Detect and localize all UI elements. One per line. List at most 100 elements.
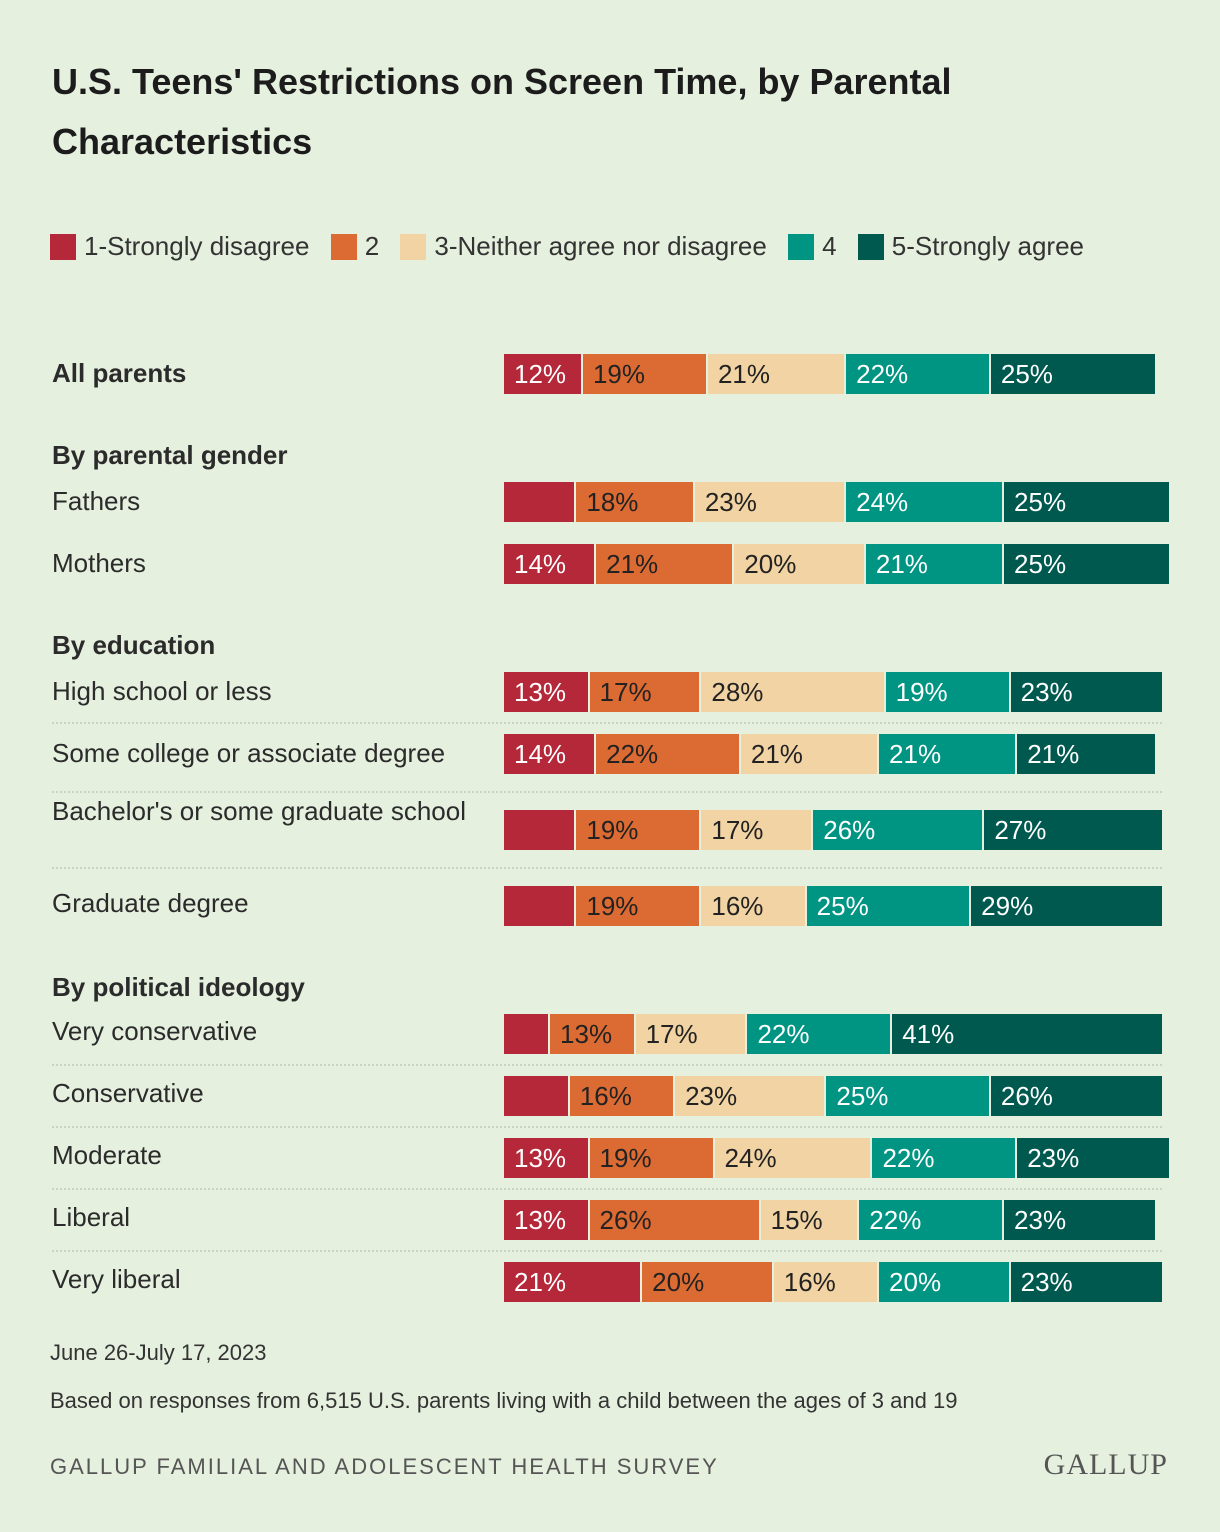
bar-segment: 14% [504,544,597,584]
bar-segment: 17% [701,810,814,850]
stacked-bar: 14% 22% 21% 21% 21% [504,734,1156,774]
stacked-bar: 18% 23% 24% 25% [504,482,1169,522]
legend-item-5: 5-Strongly agree [857,231,1084,261]
row-divider [52,791,1162,793]
legend-label-2: 2 [364,231,380,261]
stacked-bar: 19% 16% 25% 29% [504,886,1162,926]
bar-segment: 21% [504,1262,643,1302]
bar-segment: 28% [701,672,886,712]
row-label: Graduate degree [52,888,249,918]
bar-segment: 13% [550,1014,636,1054]
bar-segment: 27% [984,810,1162,850]
bar-segment: 17% [635,1014,748,1054]
legend-label-1: 1-Strongly disagree [84,231,310,261]
bar-segment: 23% [1010,672,1162,712]
stacked-bar: 13% 17% 28% 19% 23% [504,672,1162,712]
bar-segment: 26% [813,810,985,850]
stacked-bar: 16% 23% 25% 26% [504,1076,1162,1116]
stacked-bar: 13% 19% 24% 22% 23% [504,1138,1169,1178]
row-label: Mothers [52,548,146,578]
bar-segment: 16% [569,1076,676,1116]
bar-segment: 16% [773,1262,880,1302]
legend-item-2: 2 [330,231,380,261]
stacked-bar: 13% 17% 22% 41% [504,1014,1162,1054]
stacked-bar: 12% 19% 21% 22% 25% [504,354,1156,394]
legend-swatch-5 [857,234,884,260]
bar-segment: 15% [760,1200,860,1240]
bar-segment [504,482,577,522]
bar-segment: 26% [990,1076,1162,1116]
bar-segment: 26% [589,1200,761,1240]
bar-segment: 22% [859,1200,1005,1240]
bar-segment: 20% [879,1262,1011,1302]
row-label: Bachelor's or some graduate school [52,796,466,826]
row-divider [52,722,1162,724]
legend: 1-Strongly disagree 2 3-Neither agree no… [50,226,1130,266]
legend-swatch-1 [50,234,76,260]
stacked-bar: 21% 20% 16% 20% 23% [504,1262,1162,1302]
row-divider [52,1250,1162,1252]
bar-segment: 23% [1017,1138,1169,1178]
row-divider [52,1064,1162,1066]
stacked-bar: 13% 26% 15% 22% 23% [504,1200,1156,1240]
legend-item-4: 4 [788,231,837,261]
bar-segment [504,1014,551,1054]
bar-segment: 19% [576,810,702,850]
row-label: High school or less [52,676,272,706]
section-heading: By parental gender [52,440,288,470]
bar-segment: 23% [1004,1200,1156,1240]
bar-segment: 21% [879,734,1018,774]
bar-segment: 13% [504,1200,590,1240]
bar-segment: 13% [504,1138,590,1178]
bar-segment: 21% [1017,734,1156,774]
row-label: Conservative [52,1078,204,1108]
survey-date: June 26-July 17, 2023 [50,1340,267,1365]
bar-segment: 12% [504,354,583,394]
bar-segment: 22% [747,1014,893,1054]
row-divider [52,867,1162,869]
bar-segment: 29% [971,886,1162,926]
bar-segment: 21% [740,734,880,774]
stacked-bar: 19% 17% 26% 27% [504,810,1162,850]
bar-segment: 22% [846,354,991,394]
legend-swatch-3 [400,234,427,260]
bar-segment: 22% [872,1138,1018,1178]
bar-segment [504,886,577,926]
row-label: Liberal [52,1202,131,1232]
bar-segment: 13% [504,672,590,712]
bar-segment: 25% [990,354,1156,394]
bar-segment: 20% [642,1262,774,1302]
bar-segment: 16% [701,886,807,926]
legend-swatch-2 [330,234,357,260]
methodology-note: Based on responses from 6,515 U.S. paren… [50,1388,958,1413]
bar-segment: 23% [694,482,847,522]
bar-segment: 21% [865,544,1005,584]
bar-segment [504,1076,570,1116]
row-divider [52,1188,1162,1190]
bar-segment: 41% [892,1014,1162,1054]
bar-segment: 21% [707,354,847,394]
legend-swatch-4 [788,234,815,260]
bar-segment: 20% [734,544,866,584]
bar-segment: 24% [846,482,1005,522]
legend-label-3: 3-Neither agree nor disagree [434,231,767,261]
row-label: All parents [52,358,187,388]
row-label: Moderate [52,1140,162,1170]
row-label: Some college or associate degree [52,738,446,768]
gallup-logo: GALLUP [1043,1448,1168,1481]
bar-segment: 14% [504,734,597,774]
bar-segment: 18% [576,482,695,522]
bar-segment: 25% [1004,544,1169,584]
bar-segment: 23% [1010,1262,1162,1302]
legend-label-5: 5-Strongly agree [891,231,1084,261]
bar-segment: 19% [576,886,702,926]
bar-segment [504,810,577,850]
row-label: Very conservative [52,1016,258,1046]
row-divider [52,1126,1162,1128]
row-label: Fathers [52,486,141,516]
bar-segment: 22% [596,734,741,774]
chart-title: U.S. Teens' Restrictions on Screen Time,… [52,61,952,162]
bar-segment: 25% [806,886,972,926]
legend-label-4: 4 [822,231,837,261]
source-label: GALLUP FAMILIAL AND ADOLESCENT HEALTH SU… [50,1454,719,1479]
